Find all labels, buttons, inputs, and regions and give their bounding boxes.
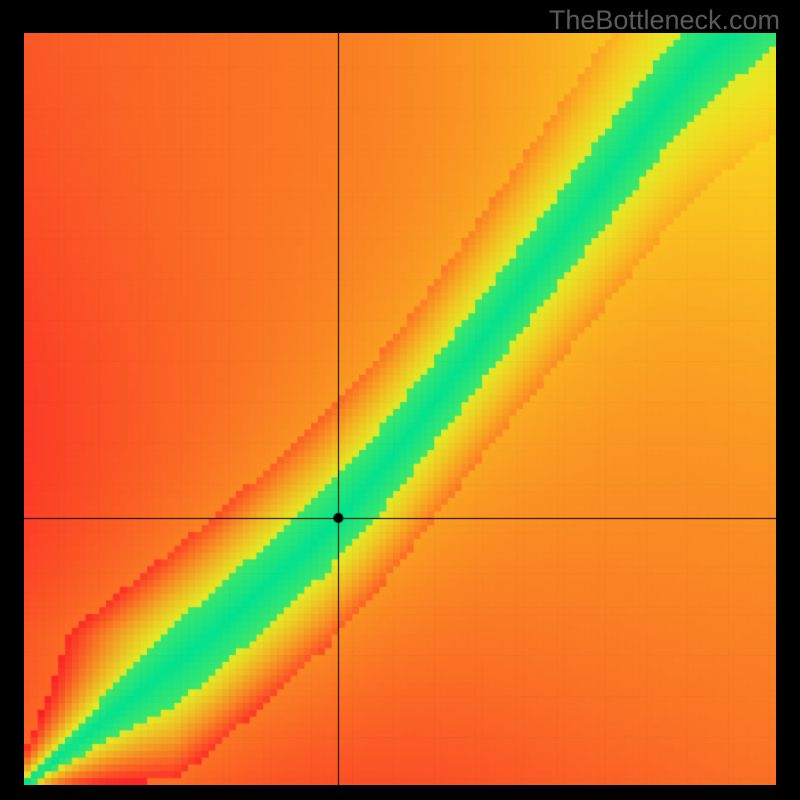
watermark-text: TheBottleneck.com bbox=[549, 5, 780, 36]
bottleneck-heatmap bbox=[24, 33, 776, 785]
